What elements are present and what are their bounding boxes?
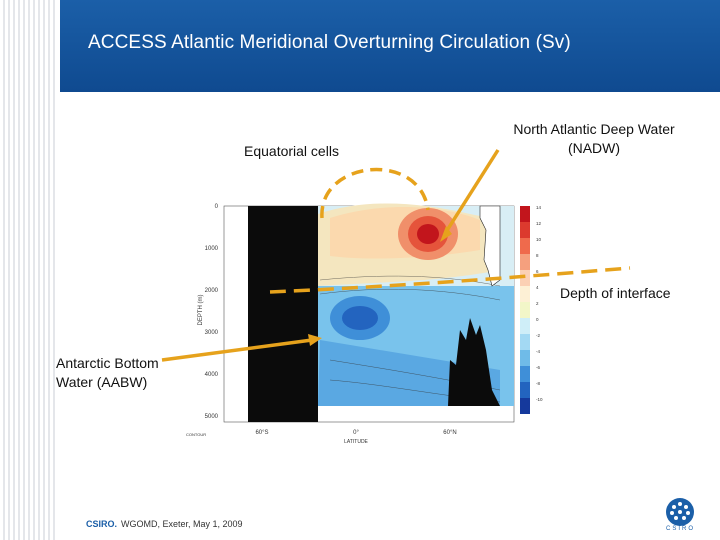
colorbar-tick: 2 xyxy=(536,301,539,306)
x-tick-60s: 60°S xyxy=(255,430,268,436)
y-tick-5000: 5000 xyxy=(205,414,219,420)
equatorial-cells-label: Equatorial cells xyxy=(244,143,339,159)
x-tick-60n: 60°N xyxy=(443,430,456,436)
footer-event: WGOMD, Exeter, May 1, 2009 xyxy=(121,519,243,529)
y-tick-0: 0 xyxy=(215,204,219,210)
logo-text: CSIRO xyxy=(666,526,696,532)
colorbar-tick: 14 xyxy=(536,205,542,210)
title-bar xyxy=(60,0,720,92)
interface-label: Depth of interface xyxy=(560,285,671,301)
decorative-stripes xyxy=(3,0,55,540)
y-tick-3000: 3000 xyxy=(205,330,219,336)
colorbar: 14 12 10 8 6 4 2 0 -2 -4 -6 -8 -10 xyxy=(520,205,543,414)
footer-brand: CSIRO. xyxy=(86,519,118,529)
colorbar-tick: 8 xyxy=(536,253,539,258)
footer-text: CSIRO. WGOMD, Exeter, May 1, 2009 xyxy=(86,519,243,529)
csiro-logo-icon xyxy=(666,498,694,526)
aabw-label: Antarctic Bottom Water (AABW) xyxy=(56,355,159,390)
colorbar-tick: 0 xyxy=(536,317,539,322)
colorbar-tick: -2 xyxy=(536,333,540,338)
y-axis-label: DEPTH (m) xyxy=(198,295,204,326)
y-tick-2000: 2000 xyxy=(205,288,219,294)
colorbar-tick: -8 xyxy=(536,381,540,386)
slide-title: ACCESS Atlantic Meridional Overturning C… xyxy=(88,32,571,53)
colorbar-tick: -10 xyxy=(536,397,543,402)
nadw-label: North Atlantic Deep Water (NADW) xyxy=(513,121,675,156)
colorbar-tick: 10 xyxy=(536,237,542,242)
colorbar-tick: 6 xyxy=(536,269,539,274)
x-tick-0: 0° xyxy=(353,430,359,436)
colorbar-tick: -4 xyxy=(536,349,540,354)
y-tick-4000: 4000 xyxy=(205,372,219,378)
colorbar-tick: 12 xyxy=(536,221,542,226)
x-axis-label: LATITUDE xyxy=(344,439,368,445)
y-tick-1000: 1000 xyxy=(205,246,219,252)
colorbar-tick: -6 xyxy=(536,365,540,370)
contour-note: CONTOUR xyxy=(186,432,206,437)
amoc-figure: 0 1000 2000 3000 4000 5000 DEPTH (m) 60°… xyxy=(186,203,543,445)
colorbar-tick: 4 xyxy=(536,285,539,290)
